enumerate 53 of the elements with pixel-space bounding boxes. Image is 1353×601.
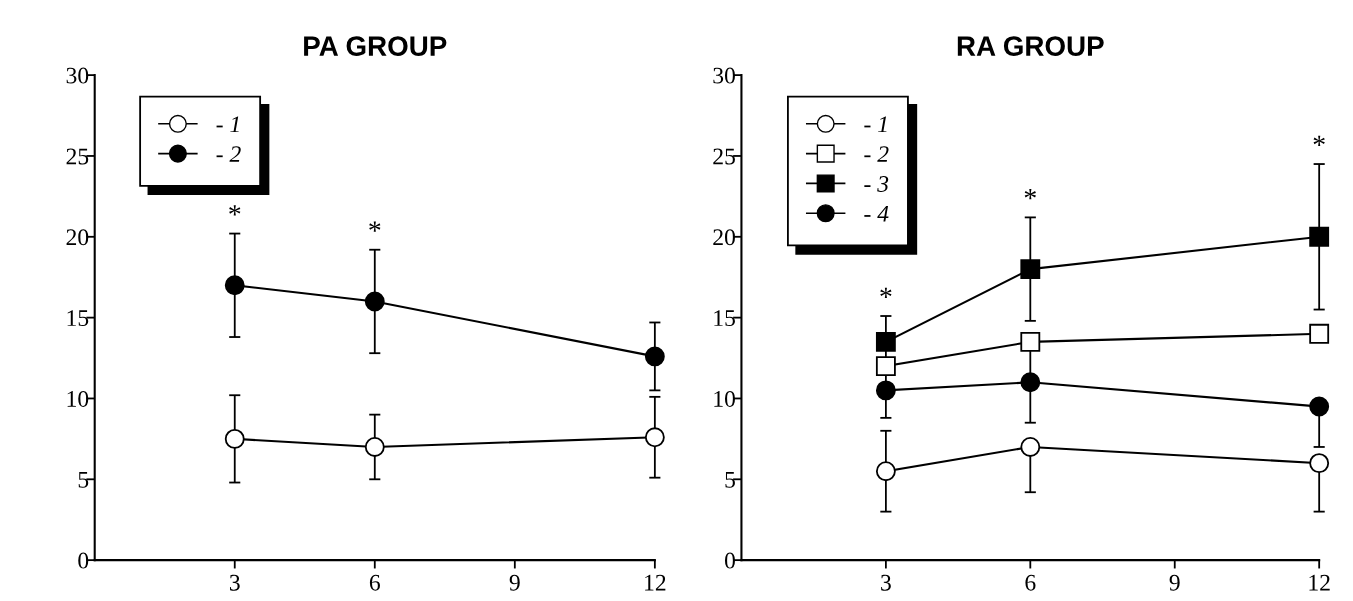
legend-label: - 2 [216, 146, 241, 162]
y-tick-label: 20 [713, 229, 735, 246]
y-tick-label: 10 [67, 390, 89, 407]
point [1020, 331, 1041, 352]
legend-label: - 2 [864, 146, 889, 162]
annotation: * [369, 221, 381, 232]
x-tick-label: 3 [229, 574, 240, 591]
chart-title: RA GROUP [957, 36, 1104, 56]
y-tick-label: 15 [714, 310, 735, 327]
y-tick-label: 5 [725, 472, 735, 488]
y-tick-label: 0 [78, 552, 89, 569]
y-tick-label: 30 [66, 67, 89, 84]
x-tick-label: 6 [369, 574, 380, 591]
point [1309, 323, 1330, 344]
annotation: * [1024, 189, 1036, 200]
y-tick-label: 5 [78, 472, 89, 488]
point [1020, 259, 1041, 280]
x-tick-label: 6 [1025, 574, 1036, 591]
x-tick-label: 9 [509, 574, 520, 591]
x-tick-label: 3 [881, 574, 891, 591]
legend-label: - 3 [864, 176, 889, 192]
legend-label: - 1 [216, 116, 239, 133]
y-tick-label: 20 [66, 229, 89, 246]
point [1020, 437, 1041, 457]
point [875, 356, 896, 377]
point [1309, 226, 1330, 247]
annotation: * [1313, 135, 1325, 146]
point [875, 461, 896, 482]
y-tick-label: 25 [713, 148, 735, 165]
annotation: * [229, 205, 241, 216]
point [364, 291, 385, 312]
point [364, 437, 385, 457]
point [224, 275, 245, 296]
point [644, 427, 665, 448]
chart-title: PA GROUP [304, 36, 447, 56]
point [875, 331, 896, 352]
y-tick-label: 15 [67, 310, 89, 327]
annotation: * [880, 287, 892, 298]
y-tick-label: 0 [724, 552, 735, 569]
y-tick-label: 30 [713, 67, 735, 84]
x-tick-label: 12 [645, 574, 666, 591]
y-tick-label: 10 [714, 390, 735, 407]
point [644, 346, 665, 367]
point [1309, 396, 1330, 417]
point [1309, 453, 1330, 474]
point [224, 428, 245, 449]
legend-label: - 4 [864, 205, 889, 222]
y-tick-label: 25 [66, 148, 89, 165]
x-tick-label: 9 [1169, 574, 1180, 591]
legend-label: - 1 [864, 116, 887, 133]
point [875, 380, 896, 401]
x-tick-label: 12 [1309, 574, 1330, 591]
point [1020, 372, 1041, 393]
